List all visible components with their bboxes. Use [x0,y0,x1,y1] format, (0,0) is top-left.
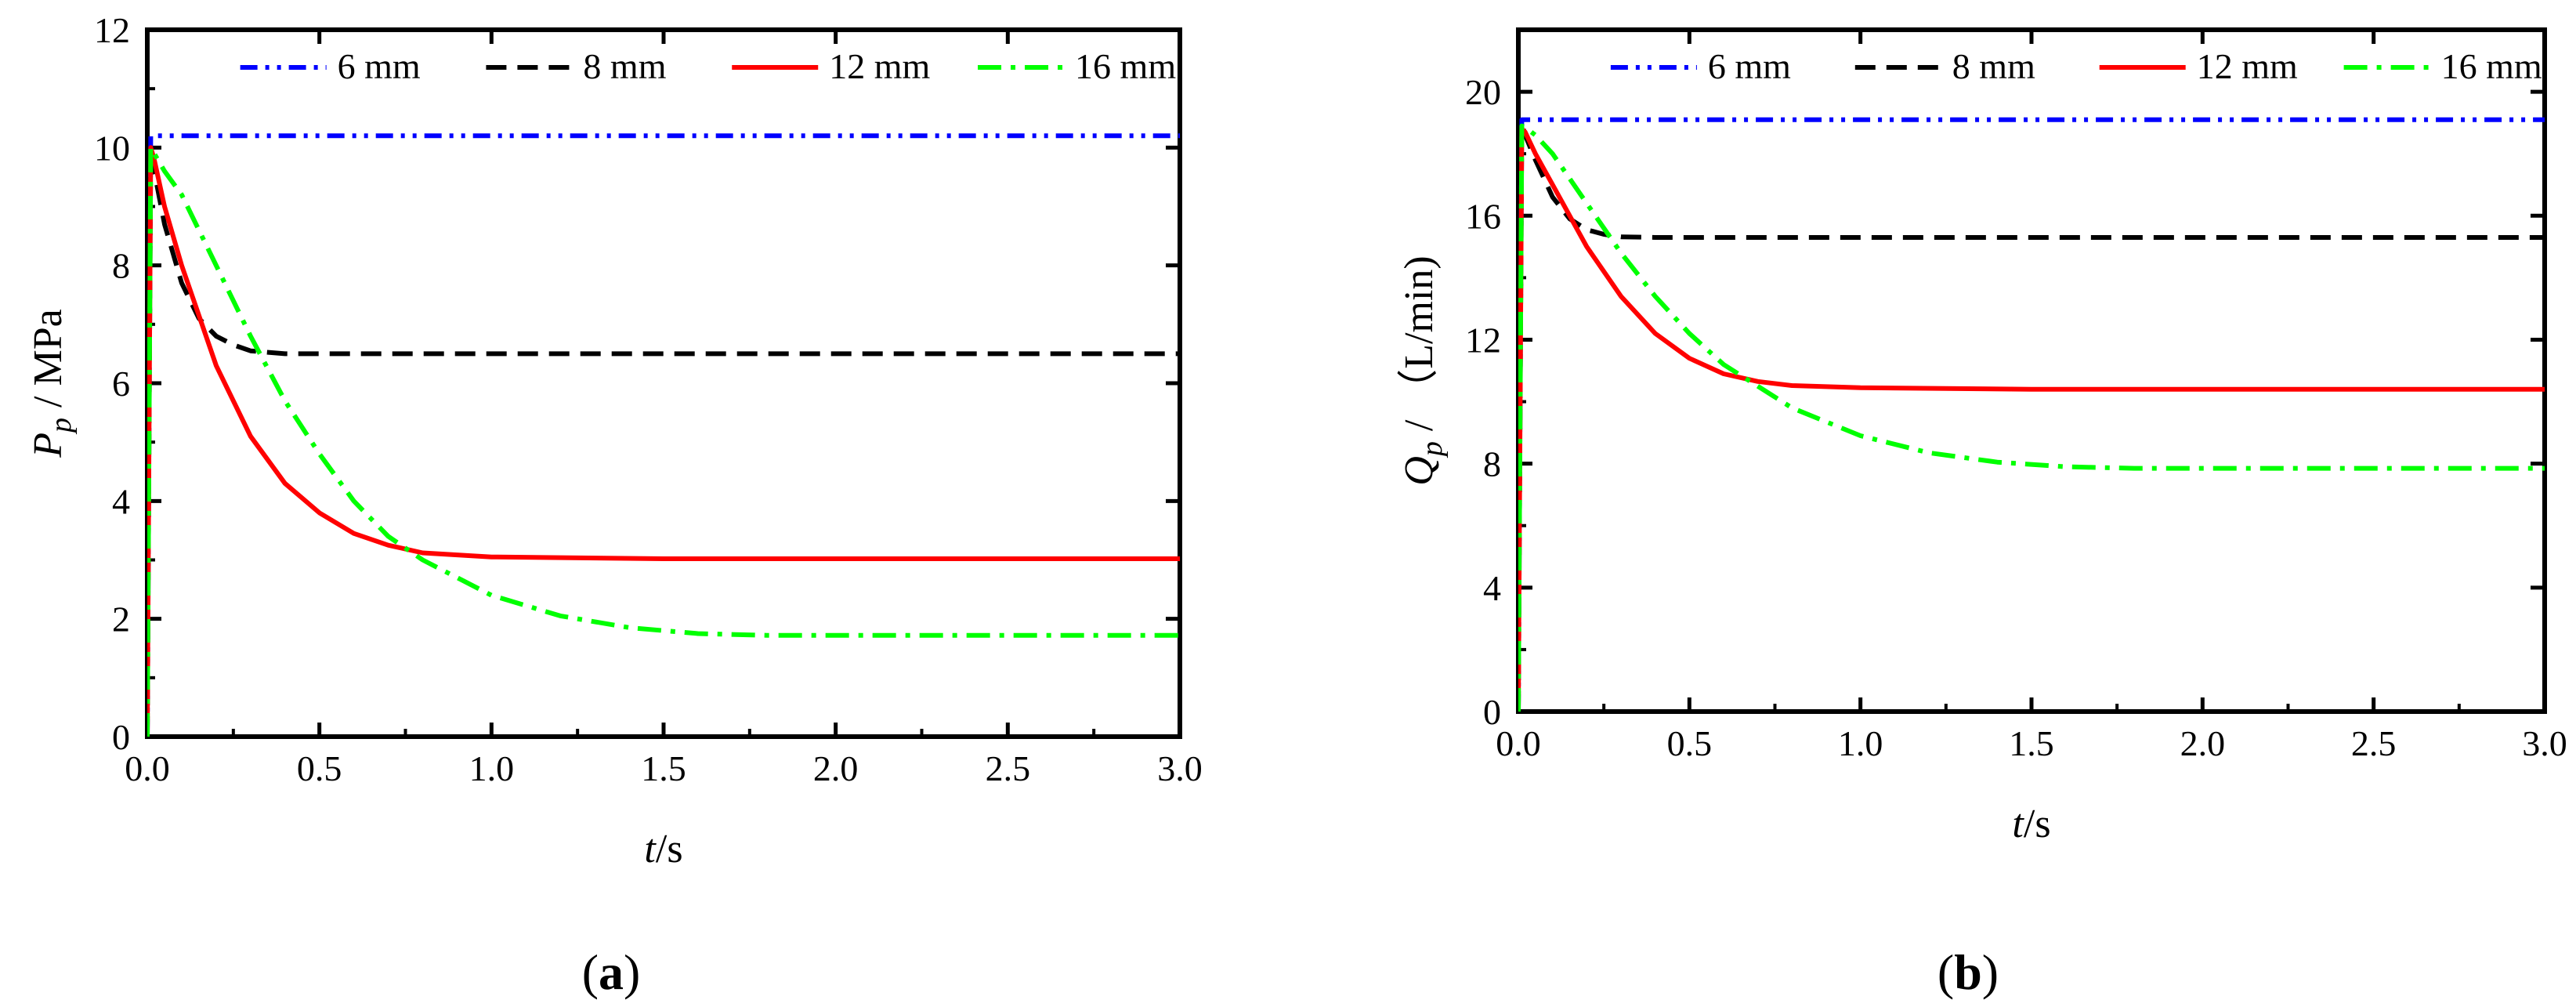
panel-b-series-8mm [1518,120,2545,712]
panel-b-x-tick-label: 1.5 [2009,723,2054,763]
panel-b-series-16mm [1518,123,2545,712]
panel-a-panel-label-letter: a [599,944,624,1000]
panel-b-series-6mm [1518,117,2545,712]
panel-b-x-tick-label: 2.0 [2180,723,2226,763]
panel-a-y-tick-label: 12 [94,10,130,50]
panel-a-x-tick-label: 3.0 [1157,748,1203,788]
panel-a-x-axis-label: t/s [644,827,682,871]
panel-a-y-axis-var: P [26,433,71,458]
panel-a-y-tick-label: 4 [112,481,130,521]
panel-b-panel-label-open: ( [1937,944,1954,1000]
panel-b-x-tick-label: 0.0 [1496,723,1541,763]
panel-b-legend-label: 16 mm [2441,46,2542,86]
panel-b-legend-label: 12 mm [2197,46,2298,86]
panel-a-series-group [147,133,1180,737]
panel-b-series-12mm [1518,126,2545,712]
panel-a-series-12mm [147,145,1180,737]
panel-b-legend-label: 8 mm [1952,46,2035,86]
panel-b-y-tick-label: 16 [1465,196,1501,236]
panel-b-panel-label: (b) [1937,944,1999,1000]
panel-a-x-tick-label: 2.0 [813,748,859,788]
panel-b-x-tick-label: 1.0 [1838,723,1883,763]
panel-a-x-tick-label: 0.0 [125,748,170,788]
panel-a-x-tick-label: 1.5 [641,748,686,788]
panel-a-y-axis-label: Pp / MPa [26,309,78,458]
panel-b-series-group [1518,117,2545,712]
panel-a-y-axis-unit: / MPa [26,309,71,418]
panel-a-y-tick-label: 10 [94,128,130,168]
chart-panel-a: 0.0 0.5 1.0 1.5 2.0 2.5 3.0 0 2 4 6 8 10 12 6 mm 8 mm 12… [26,10,1203,1000]
panel-b-plot-frame [1516,27,2547,714]
panel-b-panel-label-close: ) [1982,944,1999,1000]
panel-b-x-tick-label: 2.5 [2351,723,2397,763]
chart-panel-b: 0.0 0.5 1.0 1.5 2.0 2.5 3.0 0 4 8 12 16 20 6 mm 8 mm 12… [1397,27,2567,1000]
panel-b-x-axis-label: t/s [2012,802,2050,846]
panel-b-x-tick-label: 3.0 [2522,723,2567,763]
panel-a-x-tick-label: 2.5 [986,748,1031,788]
panel-a-legend-label: 8 mm [583,46,666,86]
panel-a-x-axis-unit: /s [656,827,683,871]
panel-a-legend-label: 12 mm [829,46,930,86]
panel-a-legend-label: 6 mm [338,46,421,86]
panel-b-y-tick-label: 20 [1465,72,1501,112]
panel-a-series-6mm [147,133,1180,737]
panel-b-y-axis-sub: p [1416,441,1449,458]
panel-b-x-axis-unit: /s [2024,802,2051,846]
panel-a-panel-label: (a) [582,944,641,1000]
panel-a-y-tick-label: 6 [112,364,130,404]
panel-b-x-tick-label: 0.5 [1667,723,1713,763]
panel-a-legend-label: 16 mm [1075,46,1176,86]
panel-a-plot-frame [145,27,1182,739]
panel-a-x-tick-label: 1.0 [469,748,515,788]
panel-a-panel-label-open: ( [582,944,599,1000]
panel-b-y-tick-label: 8 [1483,444,1501,484]
panel-a-y-axis-sub: p [45,418,78,435]
panel-b-y-axis-var: Q [1397,456,1442,486]
panel-b-y-tick-label: 4 [1483,568,1501,608]
panel-a-y-tick-label: 2 [112,599,130,639]
panel-b-x-axis-var: t [2012,802,2024,846]
panel-b-y-axis-label: Qp / （L/min) [1397,255,1449,485]
panel-b-y-tick-label: 12 [1465,320,1501,360]
panel-a-series-8mm [147,145,1180,737]
panel-a-y-tick-label: 8 [112,246,130,286]
panel-a-y-tick-label: 0 [112,717,130,757]
panel-a-series-16mm [147,145,1180,737]
panel-a-x-tick-label: 0.5 [297,748,342,788]
panel-b-y-tick-label: 0 [1483,692,1501,732]
panel-b-legend-label: 6 mm [1708,46,1791,86]
panel-b-panel-label-letter: b [1954,944,1982,1000]
panel-a-panel-label-close: ) [624,944,640,1000]
panel-b-y-axis-unit: / （L/min) [1397,255,1442,441]
panel-a-x-axis-var: t [644,827,657,871]
